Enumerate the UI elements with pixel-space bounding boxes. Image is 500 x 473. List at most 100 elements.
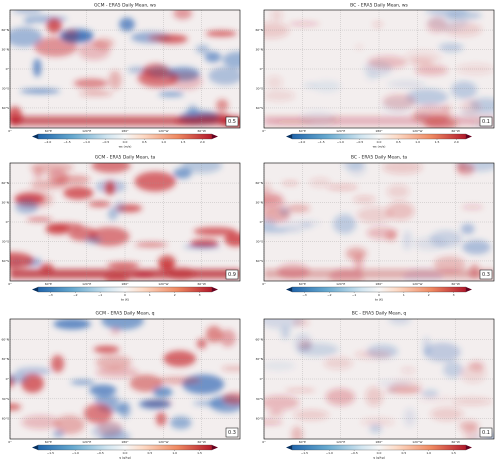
anomaly-blob: [381, 96, 413, 115]
anomaly-blob: [366, 226, 398, 240]
colorbar-tick-label: 0.5: [401, 451, 406, 455]
anomaly-blob: [53, 319, 91, 330]
colorbar-tick-label: 0.5: [147, 451, 152, 455]
anomaly-blob: [372, 21, 383, 28]
anomaly-blob: [63, 186, 94, 200]
lon-label: 60°W: [452, 129, 460, 133]
anomaly-blob: [222, 51, 240, 69]
colorbar-tick-label: 3: [453, 293, 455, 297]
lat-label: 0°: [260, 67, 264, 71]
lat-label: 60°N: [1, 181, 9, 185]
colorbar-tick-label: 0.5: [396, 140, 401, 144]
anomaly-blob: [325, 388, 356, 406]
anomaly-field: [264, 319, 494, 439]
colorbar-extend-high: [212, 445, 218, 450]
anomaly-blob: [443, 21, 482, 37]
panel-title: GCM - ERA5 Daily Mean, ta: [95, 155, 156, 161]
colorbar: [37, 286, 213, 293]
colorbar-tick-label: −1.5: [317, 140, 324, 144]
lon-label: 120°W: [412, 440, 422, 444]
lon-label: 120°W: [412, 129, 422, 133]
anomaly-blob: [159, 260, 174, 270]
map-frame: [9, 9, 241, 129]
colorbar-extend-high: [212, 134, 218, 139]
anomaly-blob: [183, 244, 221, 249]
colorbar-tick-label: 2: [428, 293, 430, 297]
lon-label: 120°E: [336, 129, 345, 133]
anomaly-blob: [222, 392, 240, 405]
lon-label: 180°: [121, 282, 129, 286]
lon-label: 120°W: [158, 282, 168, 286]
anomaly-blob: [353, 254, 364, 272]
lat-label: 60°N: [1, 28, 9, 32]
anomaly-blob: [281, 180, 299, 186]
lat-label: 60°S: [2, 259, 9, 263]
anomaly-blob: [12, 10, 43, 15]
anomaly-blob: [193, 227, 237, 236]
anomaly-blob: [459, 420, 479, 432]
colorbar: [37, 133, 213, 140]
anomaly-blob: [459, 108, 494, 117]
anomaly-blob: [173, 10, 193, 20]
colorbar-tick-label: 0: [124, 293, 126, 297]
anomaly-blob: [10, 373, 28, 384]
lat-label: 60°N: [255, 181, 263, 185]
panel-title: BC - ERA5 Daily Mean, q: [352, 311, 407, 317]
anomaly-blob: [54, 415, 85, 435]
colorbar-tick-label: 3: [199, 293, 201, 297]
anomaly-blob: [387, 80, 426, 89]
anomaly-blob: [369, 423, 383, 434]
anomaly-blob: [168, 71, 203, 91]
colorbar-tick-label: 2: [174, 293, 176, 297]
lat-label: 30°S: [256, 397, 263, 401]
anomaly-blob: [456, 63, 494, 75]
anomaly-blob: [430, 407, 464, 421]
anomaly-blob: [461, 204, 484, 210]
anomaly-blob: [79, 91, 113, 96]
lat-label: 60°N: [1, 337, 9, 341]
colorbar-tick-label: 1.0: [161, 140, 166, 144]
lon-label: 120°E: [336, 440, 345, 444]
colorbar-tick-label: −1.5: [301, 451, 308, 455]
lat-label: 30°S: [2, 397, 9, 401]
anomaly-blob: [326, 184, 358, 191]
anomaly-blob: [460, 223, 475, 235]
panel-title: BC - ERA5 Daily Mean, ta: [351, 155, 407, 161]
colorbar-tick-label: −1.5: [47, 451, 54, 455]
anomaly-blob: [291, 426, 303, 439]
lat-label: 0°: [260, 377, 264, 381]
anomaly-blob: [264, 419, 283, 425]
anomaly-blob: [33, 58, 42, 78]
anomaly-blob: [93, 395, 120, 405]
anomaly-blob: [303, 83, 317, 88]
anomaly-blob: [347, 163, 366, 176]
lon-label: 60°W: [452, 440, 460, 444]
lat-label: 60°S: [2, 417, 9, 421]
colorbar-tick-label: −0.5: [96, 451, 103, 455]
anomaly-blob: [84, 236, 102, 245]
anomaly-blob: [426, 17, 447, 33]
lat-label: 30°S: [2, 86, 9, 90]
colorbar-label: ws (m/s): [119, 145, 132, 149]
anomaly-blob: [280, 326, 291, 340]
lon-label: 120°W: [412, 282, 422, 286]
anomaly-blob: [104, 180, 116, 196]
lat-label: 60°S: [256, 417, 263, 421]
colorbar-label: q (g/kg): [119, 456, 131, 460]
value-label: 0.9: [228, 272, 236, 278]
lon-label: 60°W: [198, 440, 206, 444]
anomaly-blob: [264, 208, 291, 223]
lat-label: 30°N: [255, 48, 263, 52]
map-panel: BC - ERA5 Daily Mean, q 60°N 30°N 0° 30°S 60°…: [255, 311, 495, 460]
colorbar-tick-label: −3: [48, 293, 53, 297]
colorbar-tick-label: 1.0: [415, 140, 420, 144]
anomaly-blob: [61, 32, 93, 44]
anomaly-blob: [264, 90, 295, 102]
colorbar-tick-label: 1.0: [172, 451, 177, 455]
anomaly-blob: [264, 395, 300, 411]
anomaly-blob: [264, 22, 290, 39]
colorbar-tick-label: 0.0: [123, 140, 128, 144]
colorbar-extend-low: [32, 287, 38, 292]
anomaly-blob: [138, 399, 171, 409]
